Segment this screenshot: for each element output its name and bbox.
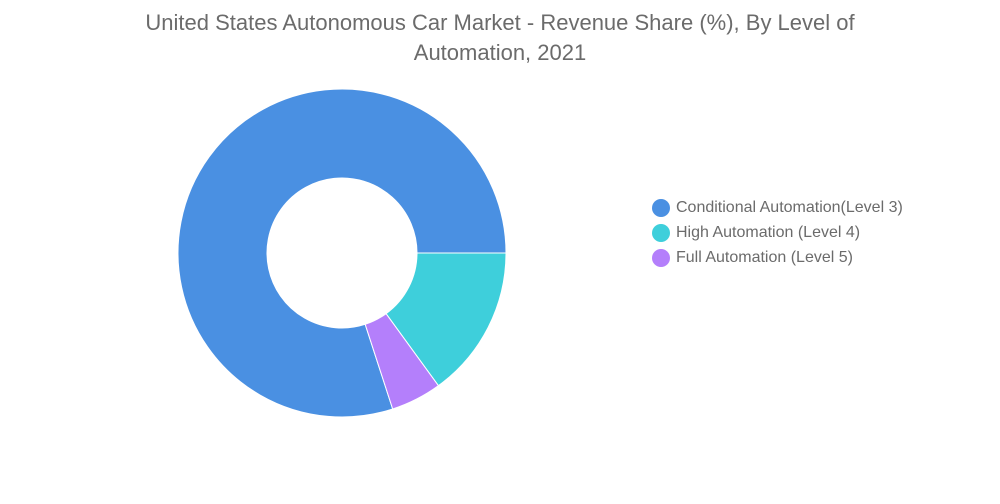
chart-title: United States Autonomous Car Market - Re… (0, 8, 1000, 68)
chart-title-line-1: United States Autonomous Car Market - Re… (145, 10, 855, 35)
chart-legend: Conditional Automation(Level 3) High Aut… (652, 195, 903, 270)
legend-item-level-4[interactable]: High Automation (Level 4) (652, 220, 903, 245)
legend-item-level-5[interactable]: Full Automation (Level 5) (652, 245, 903, 270)
legend-swatch-level-4 (652, 223, 670, 242)
legend-item-level-3[interactable]: Conditional Automation(Level 3) (652, 195, 903, 220)
chart-title-line-2: Automation, 2021 (413, 40, 587, 65)
legend-swatch-level-3 (652, 198, 670, 217)
legend-label-level-3: Conditional Automation(Level 3) (676, 198, 903, 216)
legend-swatch-level-5 (652, 248, 670, 267)
legend-label-level-5: Full Automation (Level 5) (676, 248, 853, 266)
donut-slice-1[interactable] (177, 88, 507, 418)
donut-slices (177, 88, 507, 418)
donut-slice-3[interactable] (364, 312, 440, 410)
donut-slice-2[interactable] (385, 252, 507, 387)
legend-label-level-4: High Automation (Level 4) (676, 223, 861, 241)
